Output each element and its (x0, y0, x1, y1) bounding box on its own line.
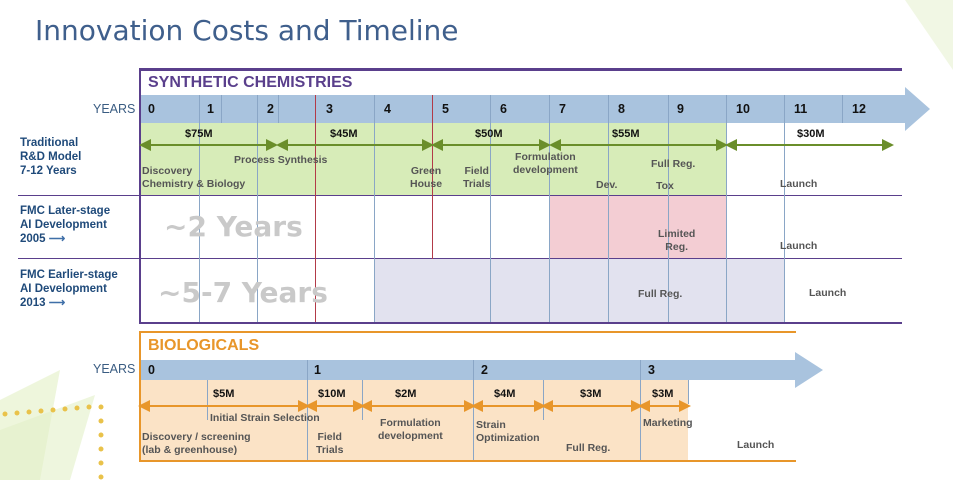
year-label-2: 2 (267, 102, 274, 116)
phase-limited-reg: Limited Reg. (658, 228, 696, 253)
phase-full-reg: Full Reg. (651, 158, 696, 170)
cost-label: $50M (475, 128, 503, 140)
bio-phase-field: Field Trials (316, 431, 344, 456)
phase-process-synthesis: Process Synthesis (234, 154, 328, 166)
cost-label: $75M (185, 128, 213, 140)
arrow-right-icon: ⟶ (48, 297, 66, 309)
bio-phase-full-reg: Full Reg. (566, 442, 611, 454)
bio-cost-label: $5M (213, 388, 235, 400)
milestone-line (315, 95, 316, 322)
bio-phase-formulation: Formulation development (378, 417, 443, 442)
synthetic-header: SYNTHETIC CHEMISTRIES (148, 74, 353, 91)
bio-bottom-line (139, 460, 796, 462)
bio-cost-label: $3M (652, 388, 674, 400)
year-label-7: 7 (559, 102, 566, 116)
page-title: Innovation Costs and Timeline (35, 14, 459, 47)
cost-label: $30M (797, 128, 825, 140)
bio-phase-initial: Initial Strain Selection (210, 412, 320, 424)
leaf-shape-left-2 (0, 395, 95, 480)
grid-line (688, 380, 689, 404)
grid-line (608, 95, 609, 322)
grid-line (842, 95, 843, 123)
row-label-earlier: FMC Earlier-stage AI Development 2013 ⟶ (20, 269, 118, 309)
bio-year-label-1: 1 (314, 363, 321, 377)
year-label-8: 8 (618, 102, 625, 116)
later-pink-fill (549, 196, 726, 258)
bio-years-label: YEARS (93, 362, 136, 376)
year-label-6: 6 (500, 102, 507, 116)
dots-decoration (2, 404, 104, 480)
bio-phase-strain: Strain Optimization (476, 419, 540, 444)
traditional-green-fill (141, 123, 726, 195)
year-label-0: 0 (148, 102, 155, 116)
year-label-3: 3 (326, 102, 333, 116)
phase-dev: Dev. (596, 179, 618, 191)
bio-phase-discovery: Discovery / screening (lab & greenhouse) (142, 431, 251, 456)
phase-launch: Launch (780, 240, 818, 252)
year-label-1: 1 (207, 102, 214, 116)
row-divider-1 (18, 195, 902, 196)
milestone-line (432, 95, 433, 259)
phase-discovery: Discovery Chemistry & Biology (142, 165, 246, 190)
bio-year-label-3: 3 (648, 363, 655, 377)
phase-launch: Launch (780, 178, 818, 190)
row-divider-2 (18, 258, 902, 259)
phase-formulation: Formulation development (513, 151, 578, 176)
big-label-later: ~2 Years (164, 210, 303, 243)
synthetic-left-border (139, 68, 141, 324)
synthetic-years-label: YEARS (93, 102, 136, 116)
grid-line (257, 95, 258, 322)
synthetic-header-line (139, 68, 902, 71)
bio-cost-label: $4M (494, 388, 516, 400)
grid-line (726, 95, 727, 322)
bio-header-line (139, 331, 796, 333)
bio-cost-label: $3M (580, 388, 602, 400)
cost-label: $55M (612, 128, 640, 140)
bio-phase-marketing: Marketing (643, 417, 693, 429)
year-label-12: 12 (852, 102, 866, 116)
year-label-11: 11 (794, 102, 808, 116)
bio-year-label-2: 2 (481, 363, 488, 377)
bio-header: BIOLOGICALS (148, 337, 260, 354)
arrow-right-icon: ⟶ (48, 233, 66, 245)
phase-launch: Launch (809, 287, 847, 299)
year-label-9: 9 (677, 102, 684, 116)
bio-year-label-0: 0 (148, 363, 155, 377)
grid-line (374, 95, 375, 322)
phase-tox: Tox (656, 180, 674, 192)
phase-field-trials: Field Trials (463, 165, 491, 190)
earlier-lavender-fill (374, 259, 784, 322)
phase-green-house: Green House (410, 165, 443, 190)
grid-line (549, 95, 550, 322)
year-label-4: 4 (384, 102, 391, 116)
bio-orange-fill (141, 380, 688, 460)
bio-left-border (139, 331, 141, 461)
leaf-shape-right (905, 0, 953, 70)
year-label-10: 10 (736, 102, 750, 116)
bio-phase-launch: Launch (737, 439, 775, 451)
grid-line (490, 95, 491, 322)
grid-line (278, 95, 279, 123)
bio-cost-label: $2M (395, 388, 417, 400)
phase-full-reg: Full Reg. (638, 288, 683, 300)
grid-line (668, 95, 669, 322)
row-label-later: FMC Later-stage AI Development 2005 ⟶ (20, 205, 111, 245)
grid-line (784, 95, 785, 322)
year-label-5: 5 (442, 102, 449, 116)
big-label-earlier: ~5-7 Years (158, 276, 328, 309)
grid-line (199, 95, 200, 322)
cost-label: $45M (330, 128, 358, 140)
grid-line (221, 95, 222, 123)
bio-cost-label: $10M (318, 388, 346, 400)
row-divider-3 (139, 322, 902, 324)
row-label-traditional: Traditional R&D Model 7-12 Years (20, 137, 82, 177)
